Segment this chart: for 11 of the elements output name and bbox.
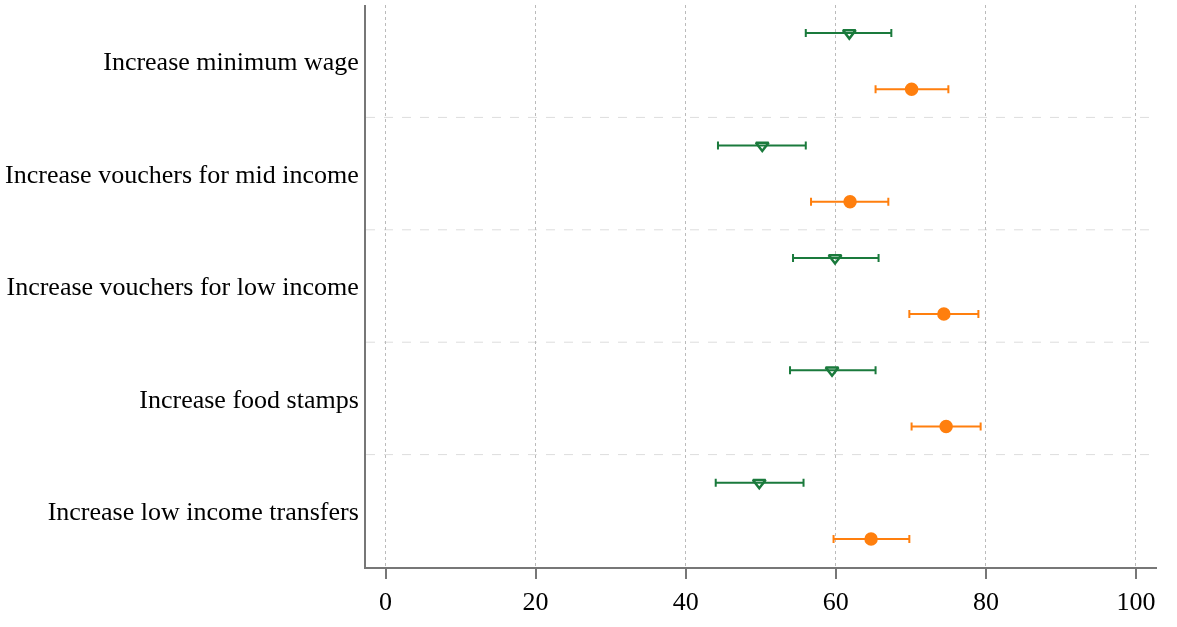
y-tick-label: Increase vouchers for mid income xyxy=(5,159,359,189)
x-tick-label: 80 xyxy=(972,587,999,617)
x-tick-label: 100 xyxy=(1116,587,1156,617)
x-tick-label: 40 xyxy=(672,587,699,617)
y-tick-label: Increase food stamps xyxy=(139,384,359,414)
x-tick-label: 0 xyxy=(379,587,393,617)
x-tick-label: 20 xyxy=(522,587,549,617)
y-tick-label: Increase vouchers for low income xyxy=(6,272,359,302)
y-tick-label: Increase minimum wage xyxy=(103,47,359,77)
y-tick-label: Increase low income transfers xyxy=(47,496,359,526)
x-tick-label: 60 xyxy=(822,587,849,617)
